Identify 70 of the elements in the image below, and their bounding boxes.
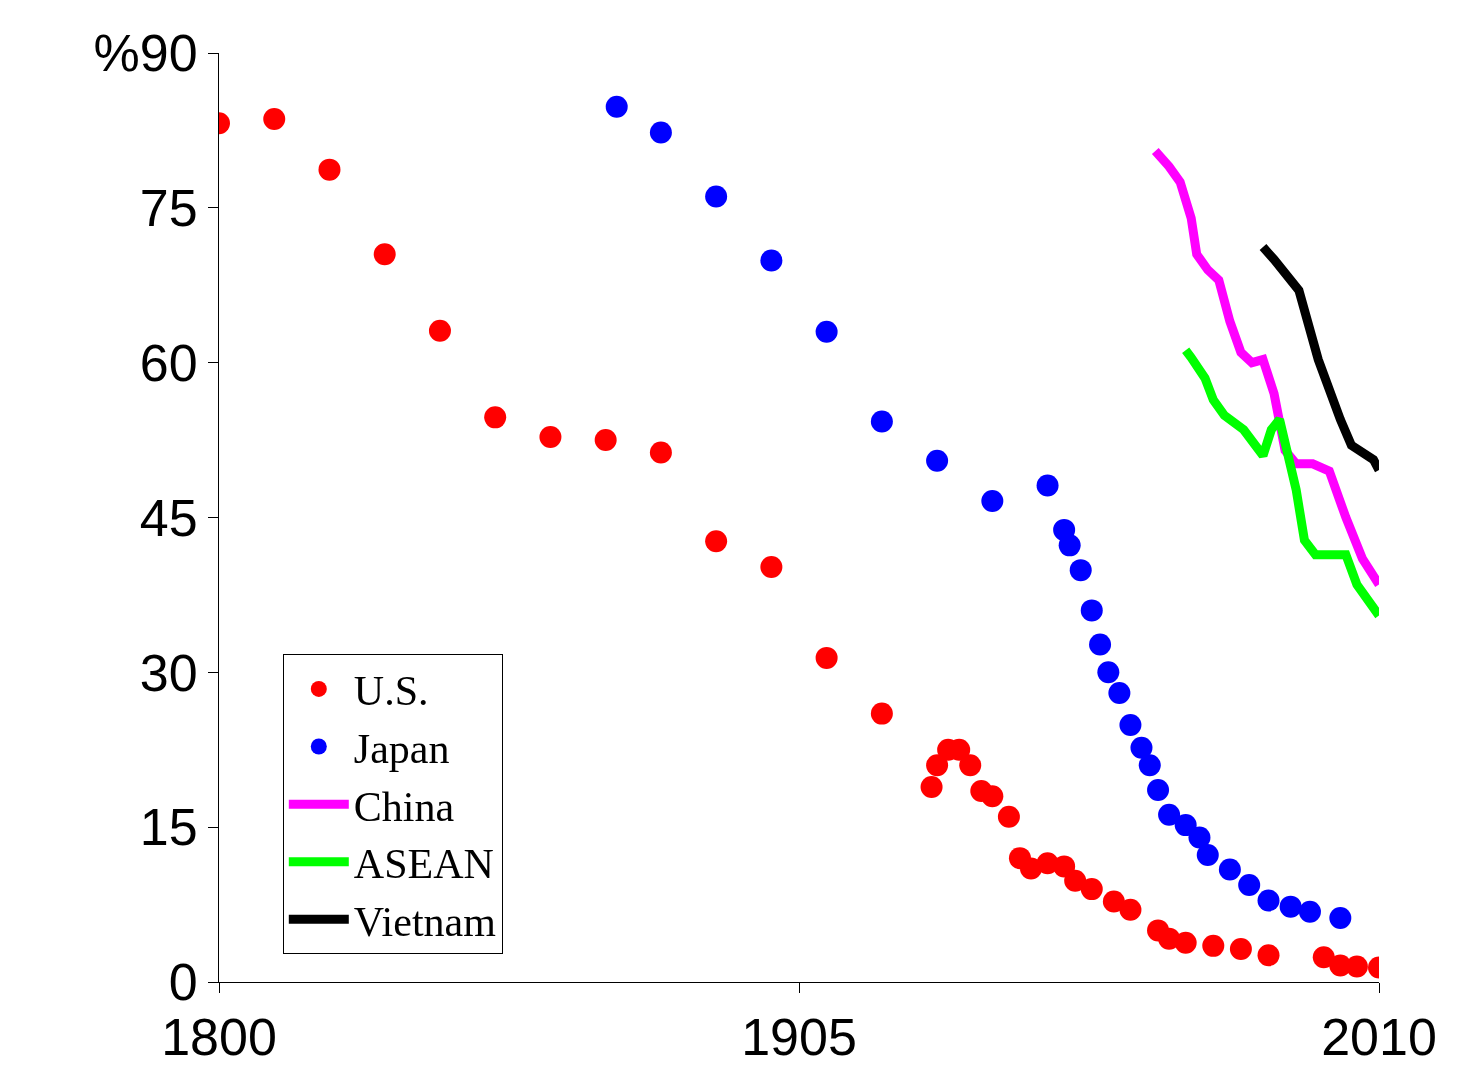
- point: [1312, 946, 1335, 969]
- point: [1196, 844, 1219, 867]
- point: [1069, 559, 1092, 582]
- legend-label: China: [353, 783, 455, 830]
- legend-label: U.S.: [353, 668, 429, 715]
- point: [318, 158, 341, 181]
- point: [926, 754, 949, 777]
- y-tick-label: %90: [93, 24, 198, 83]
- point: [981, 489, 1004, 512]
- point: [705, 530, 728, 553]
- point: [815, 320, 838, 343]
- point: [1147, 779, 1170, 801]
- point: [1080, 878, 1103, 901]
- point: [428, 319, 451, 342]
- point: [1138, 754, 1161, 777]
- point: [1229, 937, 1252, 960]
- point: [1097, 661, 1120, 684]
- point: [1058, 534, 1081, 557]
- point: [959, 754, 982, 777]
- legend-label: Japan: [353, 725, 450, 772]
- point: [539, 425, 562, 448]
- y-tick-label: 30: [139, 643, 198, 702]
- point: [1119, 898, 1142, 921]
- point: [815, 646, 838, 669]
- point: [1108, 681, 1131, 704]
- point: [1329, 907, 1352, 929]
- point: [1119, 713, 1142, 736]
- point: [649, 441, 672, 464]
- point: [263, 108, 286, 131]
- point: [649, 121, 672, 144]
- x-tick-label: 2010: [1321, 1008, 1437, 1067]
- point: [1158, 803, 1181, 826]
- point: [870, 702, 893, 725]
- legend-label: ASEAN: [353, 841, 494, 888]
- point: [1218, 858, 1241, 881]
- x-tick-label: 1905: [741, 1008, 857, 1067]
- point: [594, 429, 617, 452]
- point: [1089, 633, 1112, 656]
- point: [1130, 736, 1153, 759]
- point: [1238, 873, 1261, 896]
- point: [926, 449, 949, 472]
- y-tick-label: 60: [139, 333, 198, 392]
- point: [1257, 889, 1280, 912]
- point: [1080, 599, 1103, 622]
- point: [1102, 890, 1125, 913]
- point: [605, 95, 628, 118]
- y-tick-label: 15: [139, 798, 198, 857]
- point: [1298, 900, 1321, 923]
- point: [1279, 895, 1302, 918]
- point: [1257, 944, 1280, 967]
- point: [870, 410, 893, 433]
- point: [997, 805, 1020, 828]
- point: [1202, 934, 1225, 957]
- point: [920, 775, 943, 798]
- point: [1188, 826, 1211, 849]
- y-tick-label: 45: [139, 488, 198, 547]
- point: [373, 243, 396, 266]
- point: [1036, 474, 1059, 497]
- legend-label: Vietnam: [353, 898, 497, 945]
- point: [760, 249, 783, 272]
- point: [981, 785, 1004, 808]
- point: [1174, 814, 1197, 837]
- point: [1345, 955, 1368, 978]
- point: [484, 406, 507, 429]
- point: [1174, 931, 1197, 954]
- y-tick-label: 75: [139, 179, 198, 238]
- point: [760, 556, 783, 579]
- point: [1064, 869, 1087, 892]
- point: [1053, 855, 1076, 878]
- point: [705, 185, 728, 208]
